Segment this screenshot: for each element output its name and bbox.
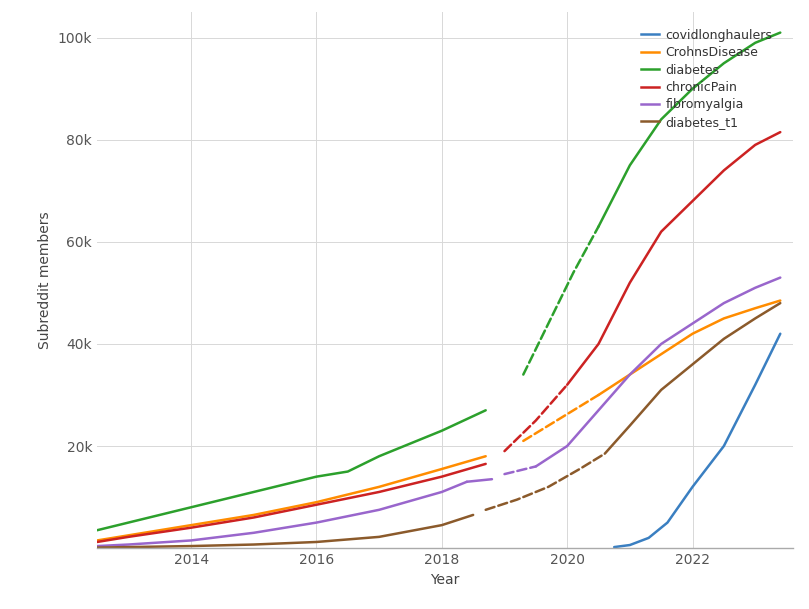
X-axis label: Year: Year (430, 572, 460, 586)
Legend: covidlonghaulers, CrohnsDisease, diabetes, chronicPain, fibromyalgia, diabetes_t: covidlonghaulers, CrohnsDisease, diabete… (636, 24, 777, 133)
Y-axis label: Subreddit members: Subreddit members (38, 211, 52, 349)
